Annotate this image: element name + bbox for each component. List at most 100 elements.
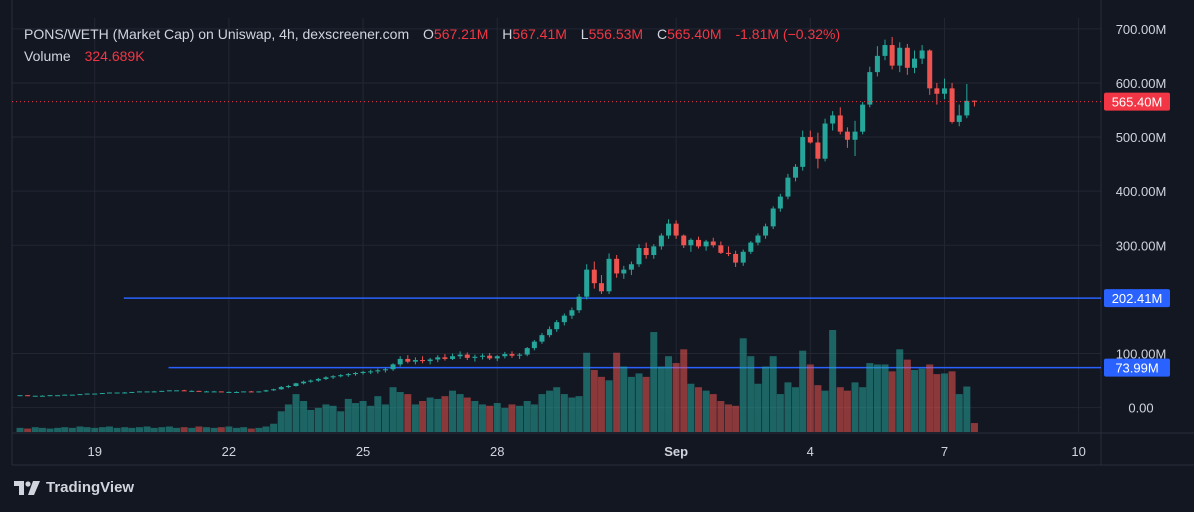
candle-body [77, 394, 83, 396]
candle-body [547, 329, 553, 336]
candle-body [62, 394, 68, 396]
volume-bar [963, 386, 971, 432]
y-axis-tick-label: 100.00M [1116, 347, 1167, 362]
volume-bar [672, 363, 680, 432]
volume-bar [724, 404, 732, 432]
candle-body [271, 389, 277, 391]
candle-body [301, 381, 307, 384]
candle-body [263, 390, 269, 392]
candle-body [874, 55, 880, 73]
candle-body [352, 373, 358, 375]
candle-body [651, 246, 657, 256]
tradingview-brand[interactable]: TradingView [14, 479, 134, 496]
ohlc-row: PONS/WETH (Market Cap) on Uniswap, 4h, d… [24, 24, 840, 46]
candle-body [39, 395, 45, 397]
candle-body [84, 393, 90, 395]
candle-body [211, 391, 217, 393]
x-axis-tick-label: Sep [664, 444, 688, 459]
volume-bar [217, 427, 225, 432]
volume-bar [203, 427, 211, 432]
tradingview-logo-icon [14, 480, 40, 495]
volume-bar [568, 397, 576, 432]
candle-body [934, 88, 940, 94]
volume-bar [471, 400, 479, 432]
candle-body [114, 392, 120, 394]
volume-bar [843, 390, 851, 432]
volume-bar [754, 383, 762, 432]
volume-bar [665, 356, 673, 432]
volume-bar [806, 364, 814, 432]
low-label: L [580, 26, 589, 42]
volume-bar [896, 349, 904, 432]
candle-body [815, 142, 821, 159]
volume-bar [642, 376, 650, 432]
candle-body [882, 45, 888, 56]
candle-body [55, 395, 61, 397]
volume-bar [873, 364, 881, 432]
candle-body [584, 269, 590, 297]
candle-body [904, 47, 910, 68]
volume-bar [694, 387, 702, 432]
volume-bar [546, 390, 554, 432]
candle-body [666, 223, 672, 236]
volume-bar [16, 427, 24, 432]
volume-bar [98, 427, 106, 432]
volume-bar [76, 426, 84, 432]
volume-bar [240, 427, 248, 432]
candle-body [308, 380, 314, 382]
candle-body [598, 283, 604, 292]
brand-name: TradingView [46, 479, 135, 496]
volume-bar [709, 394, 717, 432]
volume-value: 324.689K [84, 48, 145, 64]
volume-bar [680, 349, 688, 432]
candle-body [628, 264, 634, 270]
candle-body [509, 354, 515, 356]
y-axis-tick-label: 500.00M [1116, 130, 1167, 145]
volume-bar [493, 403, 501, 432]
candle-body [517, 354, 523, 356]
volume-bar [54, 427, 62, 432]
volume-bar [814, 385, 822, 432]
candle-body [382, 369, 388, 371]
x-axis-tick-label: 10 [1071, 444, 1085, 459]
volume-label: Volume [24, 48, 71, 64]
volume-bar [940, 373, 948, 432]
volume-bar [881, 364, 889, 432]
close-value: 565.40M [667, 26, 722, 42]
volume-bar [762, 366, 770, 432]
candle-body [241, 391, 247, 393]
candle-body [166, 390, 172, 392]
candle-body [285, 386, 291, 388]
volume-bar [613, 352, 621, 432]
candle-body [912, 58, 918, 68]
volume-bar [635, 373, 643, 432]
volume-bar [851, 382, 859, 432]
candle-body [450, 356, 456, 359]
candle-body [234, 391, 240, 393]
candle-body [621, 269, 627, 274]
candle-body [718, 245, 724, 253]
candle-body [442, 357, 448, 359]
candle-body [330, 376, 336, 378]
chart-header: PONS/WETH (Market Cap) on Uniswap, 4h, d… [24, 24, 840, 68]
candle-body [405, 358, 411, 362]
volume-bar [501, 407, 509, 432]
volume-bar [434, 398, 442, 432]
volume-bar [769, 356, 777, 432]
volume-bar [426, 397, 434, 432]
volume-bar [225, 426, 233, 432]
volume-bar [322, 404, 330, 432]
hline-badge-label: 202.41M [1112, 291, 1163, 306]
candle-body [136, 391, 142, 393]
volume-bar [516, 405, 524, 432]
volume-bar [374, 396, 382, 432]
candle-body [69, 394, 75, 396]
candle-body [710, 241, 716, 246]
open-value: 567.21M [433, 26, 489, 42]
volume-bar [404, 394, 412, 432]
candle-body [368, 371, 374, 373]
y-axis-tick-label: 700.00M [1116, 22, 1167, 37]
x-axis-tick-label: 25 [356, 444, 370, 459]
volume-bar [314, 407, 322, 432]
